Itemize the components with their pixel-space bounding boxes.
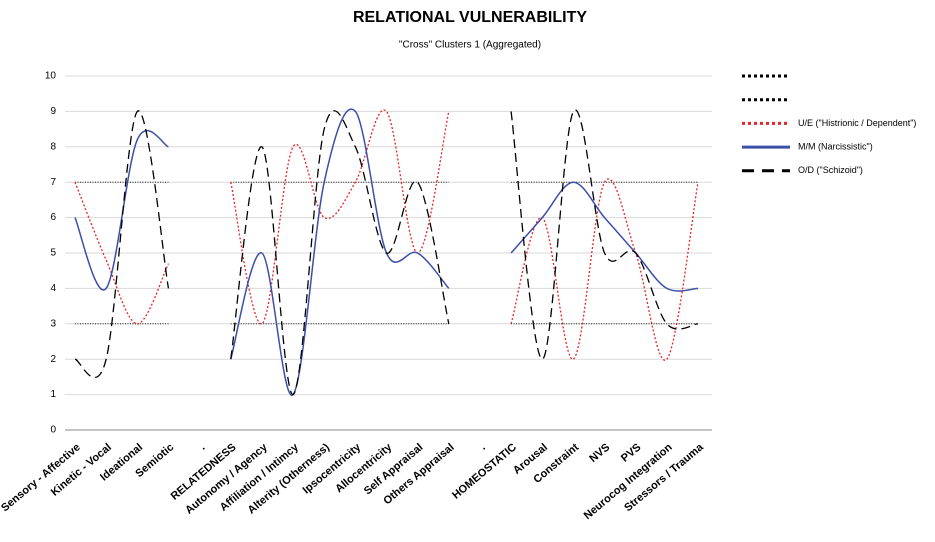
legend-label: M/M (Narcissistic") (798, 141, 873, 151)
y-tick-label: 4 (50, 283, 56, 294)
series-line (510, 178, 699, 361)
x-tick-label: NVS (587, 441, 612, 465)
legend-label: O/D ("Schizoid") (798, 165, 863, 175)
series-line (74, 110, 170, 379)
series-line (230, 108, 450, 396)
series-line (74, 130, 169, 291)
series-line (510, 181, 699, 292)
y-tick-label: 0 (50, 425, 56, 436)
x-tick-label: . (478, 441, 488, 452)
y-tick-label: 5 (50, 248, 56, 259)
series-line (230, 109, 450, 325)
x-tick-label: . (197, 441, 207, 452)
y-tick-label: 3 (50, 318, 56, 329)
y-tick-label: 1 (50, 389, 56, 400)
y-tick-label: 8 (50, 141, 56, 152)
y-tick-label: 6 (50, 212, 56, 223)
series-line (510, 109, 699, 360)
series-line (230, 110, 450, 396)
chart-title: RELATIONAL VULNERABILITY (353, 9, 587, 26)
y-tick-label: 2 (50, 354, 56, 365)
chart-subtitle: "Cross" Clusters 1 (Aggregated) (399, 40, 541, 51)
y-tick-label: 9 (50, 106, 56, 117)
y-tick-label: 7 (50, 177, 56, 188)
legend-label: U/E ("Histrionic / Dependent") (798, 118, 916, 128)
y-tick-label: 10 (45, 71, 57, 82)
x-tick-label: PVS (619, 441, 644, 464)
